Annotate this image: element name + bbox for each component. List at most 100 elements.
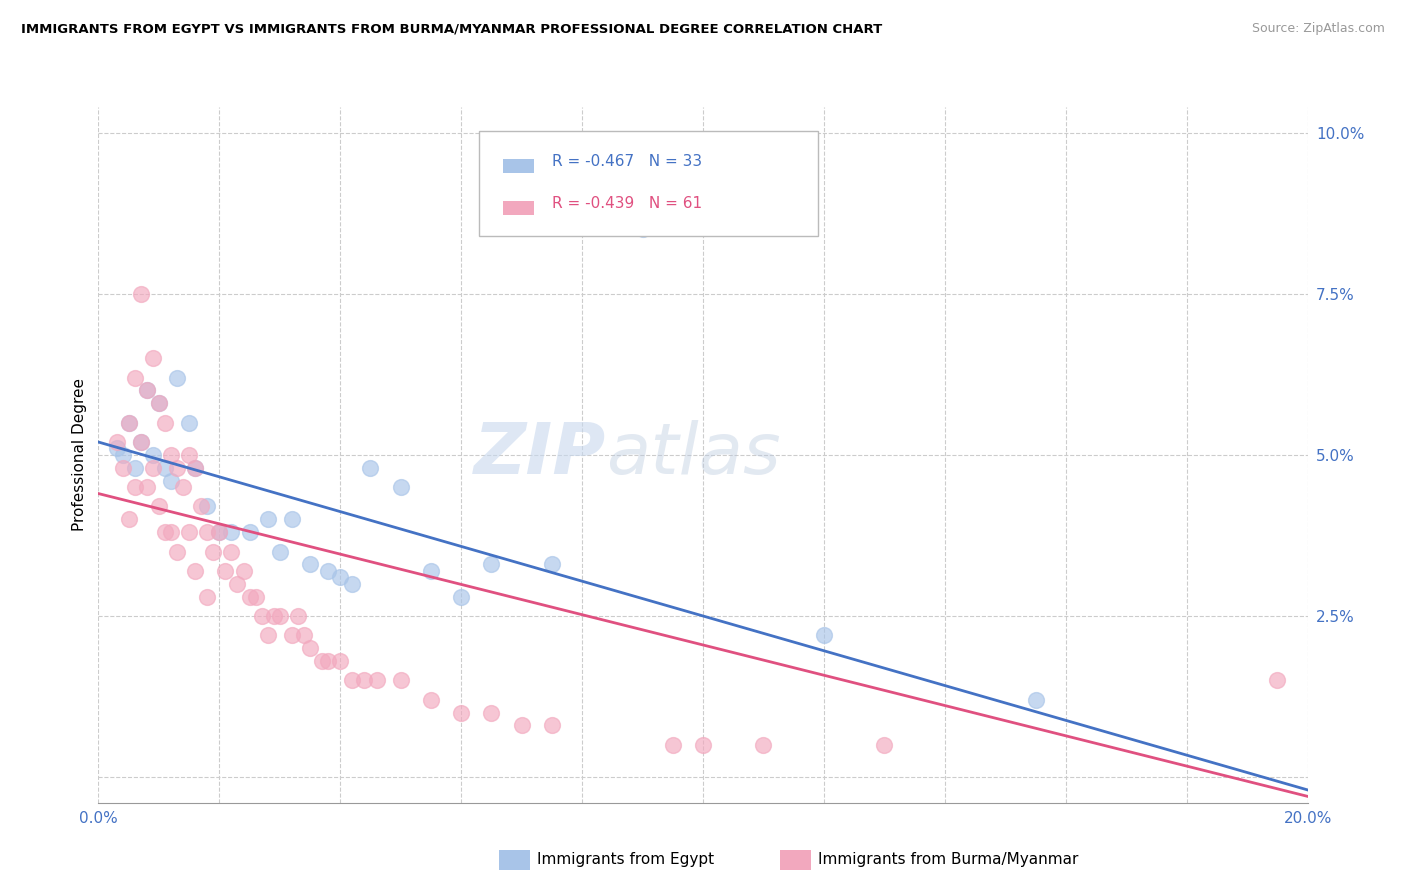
Point [111,460,134,475]
Point [631,222,654,236]
Point [124,480,146,494]
Point [353,673,375,688]
Point [239,525,262,540]
Point [287,609,309,624]
Point [129,435,152,450]
Point [160,474,183,488]
Point [148,500,170,514]
Point [172,480,194,494]
Point [662,738,685,752]
Point [221,525,243,540]
Point [208,525,231,540]
Text: Source: ZipAtlas.com: Source: ZipAtlas.com [1251,22,1385,36]
Point [292,628,315,642]
FancyBboxPatch shape [479,131,818,235]
Point [195,500,218,514]
Point [166,544,188,558]
Point [202,544,225,558]
Point [269,609,291,624]
Point [195,590,218,604]
Point [256,512,278,526]
Point [389,673,412,688]
Point [118,416,141,430]
Point [263,609,285,624]
Point [510,718,533,732]
Point [540,718,562,732]
Point [105,442,128,456]
Point [135,480,157,494]
Point [329,654,352,668]
Text: R = -0.467   N = 33: R = -0.467 N = 33 [553,153,702,169]
Point [1267,673,1289,688]
Point [256,628,278,642]
Point [184,460,207,475]
Point [190,500,212,514]
Point [118,416,141,430]
Point [142,460,165,475]
Point [450,590,472,604]
Point [239,590,262,604]
Point [153,525,176,540]
Text: Immigrants from Egypt: Immigrants from Egypt [537,853,714,867]
Point [124,370,146,384]
Point [481,706,503,720]
Point [360,460,382,475]
Point [281,512,304,526]
Point [184,564,207,578]
FancyBboxPatch shape [503,159,534,173]
Text: R = -0.439   N = 61: R = -0.439 N = 61 [553,195,702,211]
Point [342,576,364,591]
Point [166,460,188,475]
Point [160,525,183,540]
Text: Immigrants from Burma/Myanmar: Immigrants from Burma/Myanmar [818,853,1078,867]
Point [135,384,157,398]
Point [111,448,134,462]
Point [148,396,170,410]
Point [105,435,128,450]
Point [311,654,333,668]
Point [135,384,157,398]
Point [142,448,165,462]
Point [299,641,322,656]
Point [129,435,152,450]
Point [250,609,273,624]
Point [179,525,201,540]
Point [316,564,339,578]
Point [329,570,352,584]
Point [160,448,183,462]
Point [245,590,267,604]
Point [166,370,188,384]
Point [450,706,472,720]
Point [366,673,388,688]
Point [221,544,243,558]
Point [208,525,231,540]
Point [752,738,775,752]
Point [118,512,141,526]
Point [692,738,714,752]
Point [420,564,443,578]
Point [124,460,146,475]
Point [316,654,339,668]
Point [179,448,201,462]
Point [269,544,291,558]
Point [226,576,249,591]
Point [179,416,201,430]
Point [153,416,176,430]
Point [1024,692,1046,706]
FancyBboxPatch shape [503,201,534,215]
Point [389,480,412,494]
Point [129,286,152,301]
Point [342,673,364,688]
Point [420,692,443,706]
Point [214,564,236,578]
Point [299,558,322,572]
Point [232,564,254,578]
Point [481,558,503,572]
Point [281,628,304,642]
Point [153,460,176,475]
Point [813,628,835,642]
Point [540,558,562,572]
Text: atlas: atlas [606,420,780,490]
Point [184,460,207,475]
Point [142,351,165,366]
